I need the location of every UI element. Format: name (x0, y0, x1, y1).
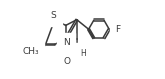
Text: H: H (80, 49, 86, 58)
Text: N: N (63, 38, 69, 47)
Text: CH₃: CH₃ (22, 47, 39, 56)
Text: S: S (51, 11, 56, 20)
Text: O: O (63, 57, 70, 66)
Text: F: F (115, 25, 120, 34)
